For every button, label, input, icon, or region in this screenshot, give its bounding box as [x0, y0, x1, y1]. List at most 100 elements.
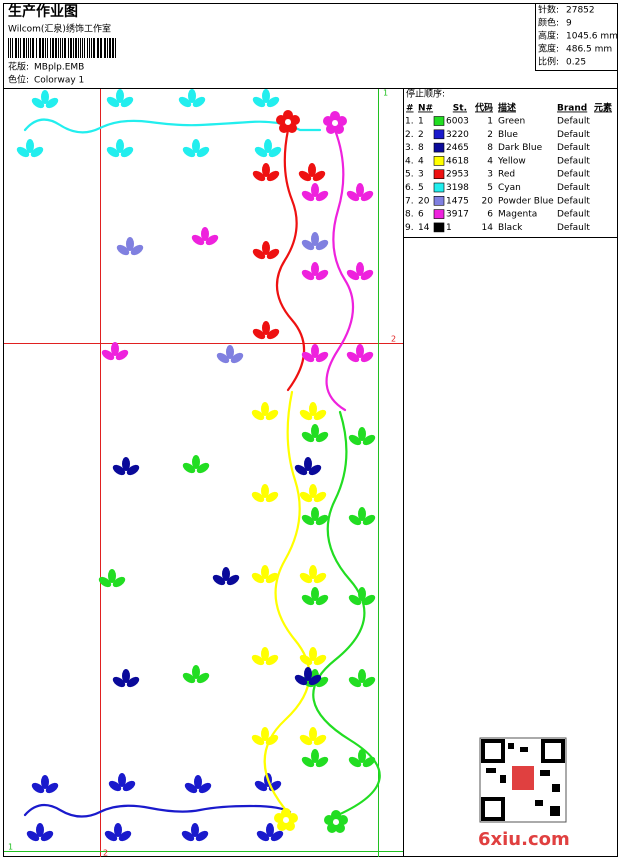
row-index: 6. [405, 183, 414, 193]
watermark: 6xiu.com [478, 829, 570, 850]
color-swatch [433, 142, 445, 153]
code: 20 [482, 196, 494, 206]
code: 6 [487, 210, 493, 220]
artwork [14, 89, 381, 848]
info-label: 比例: [538, 56, 559, 68]
barcode-bar [20, 38, 21, 58]
vine [263, 390, 311, 817]
page-frame [3, 3, 618, 857]
barcode-bar [93, 38, 95, 58]
column-header: Brand [557, 104, 587, 114]
color-swatch [433, 209, 445, 219]
color-swatch [433, 222, 445, 233]
barcode-bar [87, 38, 88, 58]
marker: 2 [391, 335, 396, 344]
red-leaves [250, 110, 328, 346]
barcode-bar [89, 38, 90, 58]
barcode-bar [78, 38, 79, 58]
barcode-bar [115, 38, 116, 58]
code: 3 [487, 170, 493, 180]
description: Black [498, 223, 523, 233]
barcode-bar [107, 38, 108, 58]
brand: Default [557, 130, 590, 140]
barcode-bar [32, 38, 34, 58]
vine [23, 118, 322, 134]
brand: Default [557, 183, 590, 193]
needle: 1 [418, 117, 424, 127]
vine [312, 410, 381, 817]
barcode-bar [70, 38, 72, 58]
stitches: 3220 [446, 130, 469, 140]
qr-code [479, 737, 567, 823]
info-label: 宽度: [538, 43, 559, 55]
info-value: 9 [566, 19, 572, 29]
stitches: 6003 [446, 117, 469, 127]
description: Yellow [497, 156, 526, 166]
color-swatch [433, 196, 445, 206]
needle: 5 [418, 183, 424, 193]
stitches: 3917 [446, 210, 469, 220]
barcode-bar [23, 38, 25, 58]
barcode-bar [64, 38, 66, 58]
blue-leaves [24, 773, 286, 848]
brand: Default [557, 210, 590, 220]
marker: 1 [383, 89, 388, 98]
color-swatch [433, 129, 445, 140]
barcode-bar [28, 38, 29, 58]
color-swatch [433, 156, 445, 166]
barcode-bar [18, 38, 19, 58]
barcode-bar [8, 38, 9, 58]
needle: 8 [418, 143, 424, 153]
code: 14 [482, 223, 494, 233]
info-label: 针数: [538, 4, 559, 16]
code: 8 [487, 143, 493, 153]
barcode-bar [30, 38, 31, 58]
barcode-bar [60, 38, 61, 58]
column-header: N# [418, 104, 433, 114]
barcode-bar [15, 38, 17, 58]
stitches: 3198 [446, 183, 469, 193]
description: Green [498, 117, 525, 127]
barcode-bar [10, 38, 11, 58]
row-index: 4. [405, 156, 414, 166]
needle: 4 [418, 156, 424, 166]
column-header: # [406, 104, 414, 114]
table-title: 停止顺序: [406, 88, 445, 100]
row-index: 3. [405, 143, 414, 153]
stitches: 1 [446, 223, 452, 233]
barcode-bar [26, 38, 27, 58]
colorway-label: 色位: [8, 74, 29, 86]
sheet-title: 生产作业图 [8, 3, 78, 20]
design-name: MBplp.EMB [34, 63, 84, 73]
stitches: 2953 [446, 170, 469, 180]
stitches: 1475 [446, 196, 469, 206]
needle: 2 [418, 130, 424, 140]
barcode-bar [45, 38, 46, 58]
code: 1 [487, 117, 493, 127]
studio-name: Wilcom(汇泉)绣饰工作室 [8, 23, 111, 35]
description: Powder Blue [498, 196, 554, 206]
info-value: 486.5 mm [566, 45, 612, 55]
barcode-bar [12, 38, 13, 58]
vine [23, 803, 292, 818]
info-label: 高度: [538, 30, 559, 42]
powder-blue-leaves [114, 232, 331, 370]
brand: Default [557, 170, 590, 180]
barcode-bar [47, 38, 48, 58]
brand: Default [557, 196, 590, 206]
description: Dark Blue [498, 143, 543, 153]
barcode-bar [36, 38, 37, 58]
barcode-bar [50, 38, 51, 58]
row-index: 7. [405, 196, 414, 206]
colorway: Colorway 1 [34, 76, 84, 86]
barcode-bar [109, 38, 111, 58]
column-header: 描述 [498, 102, 516, 114]
description: Red [498, 170, 515, 180]
needle: 3 [418, 170, 424, 180]
stitches: 2465 [446, 143, 469, 153]
marker: 1 [8, 843, 13, 852]
code: 2 [487, 130, 493, 140]
barcode-bar [58, 38, 59, 58]
info-value: 1045.6 mm [566, 32, 618, 42]
